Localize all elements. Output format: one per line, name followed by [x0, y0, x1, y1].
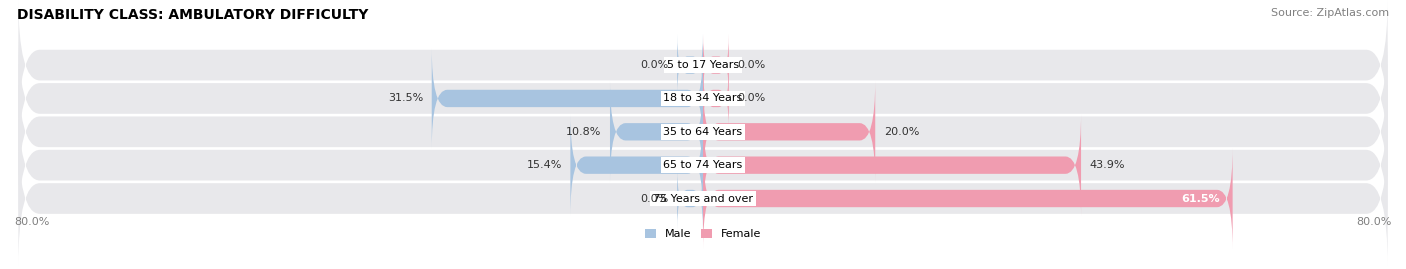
- Text: 80.0%: 80.0%: [14, 217, 49, 227]
- Text: 15.4%: 15.4%: [526, 160, 562, 170]
- Text: 75 Years and over: 75 Years and over: [652, 193, 754, 204]
- Text: 20.0%: 20.0%: [884, 127, 920, 137]
- FancyBboxPatch shape: [703, 34, 728, 97]
- FancyBboxPatch shape: [678, 167, 703, 230]
- Text: Source: ZipAtlas.com: Source: ZipAtlas.com: [1271, 8, 1389, 18]
- FancyBboxPatch shape: [703, 80, 875, 183]
- FancyBboxPatch shape: [703, 114, 1081, 217]
- Text: 35 to 64 Years: 35 to 64 Years: [664, 127, 742, 137]
- FancyBboxPatch shape: [703, 147, 1233, 250]
- Text: 5 to 17 Years: 5 to 17 Years: [666, 60, 740, 70]
- FancyBboxPatch shape: [610, 80, 703, 183]
- Text: 0.0%: 0.0%: [738, 60, 766, 70]
- Text: 10.8%: 10.8%: [567, 127, 602, 137]
- Text: 31.5%: 31.5%: [388, 93, 423, 104]
- FancyBboxPatch shape: [678, 34, 703, 97]
- Text: 0.0%: 0.0%: [640, 60, 669, 70]
- Text: 80.0%: 80.0%: [1357, 217, 1392, 227]
- FancyBboxPatch shape: [18, 64, 1388, 200]
- FancyBboxPatch shape: [18, 97, 1388, 233]
- FancyBboxPatch shape: [571, 114, 703, 217]
- FancyBboxPatch shape: [432, 47, 703, 150]
- Text: 0.0%: 0.0%: [738, 93, 766, 104]
- Legend: Male, Female: Male, Female: [641, 224, 765, 243]
- Text: DISABILITY CLASS: AMBULATORY DIFFICULTY: DISABILITY CLASS: AMBULATORY DIFFICULTY: [17, 8, 368, 22]
- FancyBboxPatch shape: [18, 30, 1388, 167]
- FancyBboxPatch shape: [18, 130, 1388, 267]
- Text: 43.9%: 43.9%: [1090, 160, 1125, 170]
- FancyBboxPatch shape: [703, 67, 728, 130]
- FancyBboxPatch shape: [18, 0, 1388, 133]
- Text: 18 to 34 Years: 18 to 34 Years: [664, 93, 742, 104]
- Text: 0.0%: 0.0%: [640, 193, 669, 204]
- Text: 61.5%: 61.5%: [1181, 193, 1219, 204]
- Text: 65 to 74 Years: 65 to 74 Years: [664, 160, 742, 170]
